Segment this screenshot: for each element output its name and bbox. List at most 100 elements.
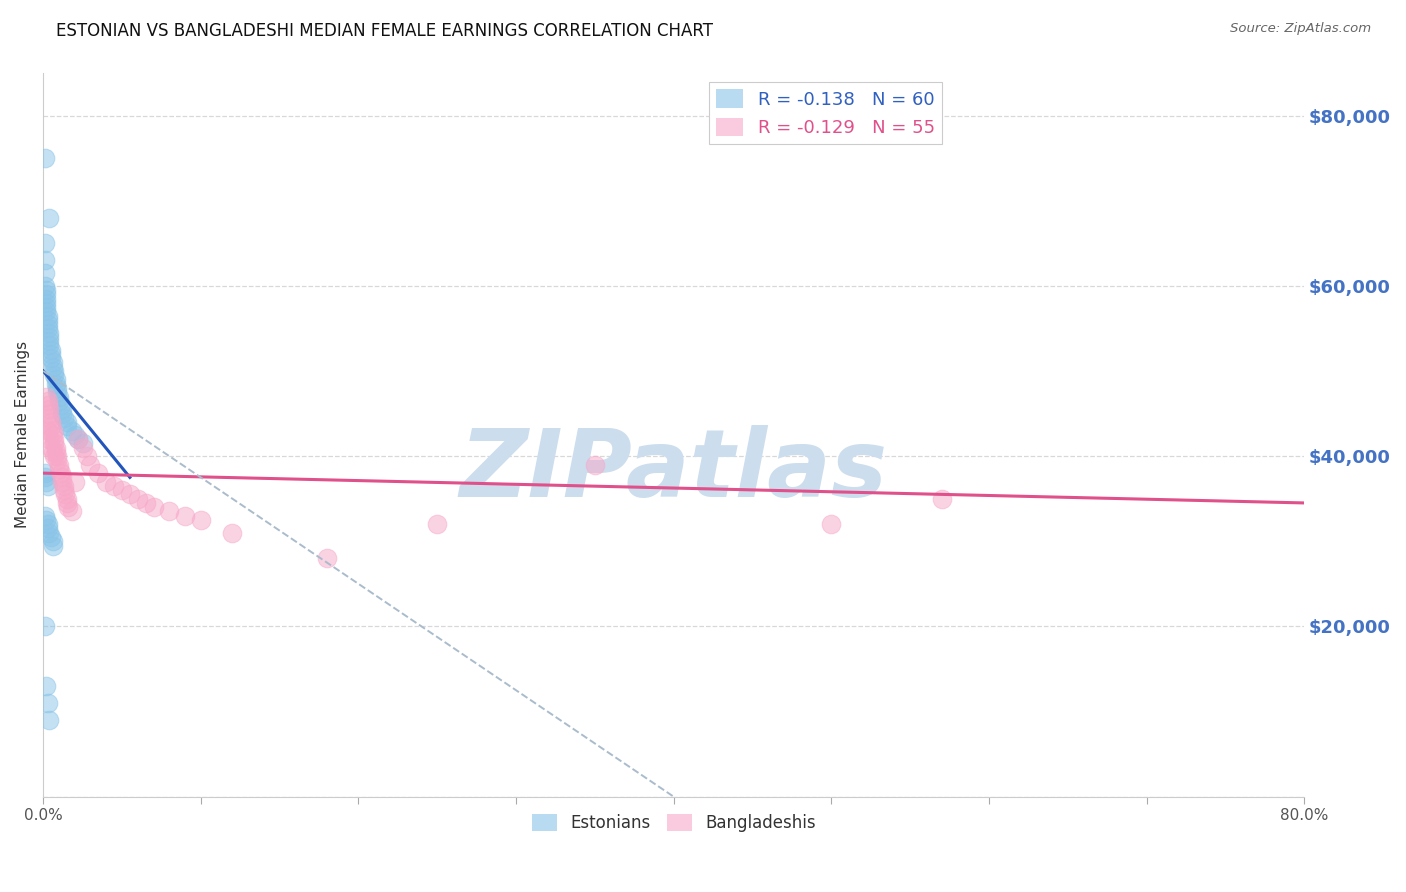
Point <box>103 479 125 493</box>
Point <box>51 475 73 489</box>
Point <box>48 390 70 404</box>
Point <box>37 521 59 535</box>
Point <box>35 513 58 527</box>
Point <box>39 441 62 455</box>
Point <box>38 432 60 446</box>
Point <box>37 321 59 335</box>
Point <box>46 453 69 467</box>
Point <box>48 393 70 408</box>
Point <box>45 372 67 386</box>
Point <box>38 330 60 344</box>
Point <box>38 402 60 417</box>
Point <box>44 449 66 463</box>
Point <box>72 441 94 455</box>
Point <box>39 415 62 429</box>
Point <box>37 517 59 532</box>
Point <box>44 368 66 383</box>
Point <box>66 432 89 446</box>
Point <box>37 317 59 331</box>
Point <box>39 351 62 366</box>
Point <box>38 326 60 340</box>
Y-axis label: Median Female Earnings: Median Female Earnings <box>15 342 30 528</box>
Point <box>51 407 73 421</box>
Point <box>38 338 60 352</box>
Point <box>221 525 243 540</box>
Point <box>35 292 58 306</box>
Point <box>35 390 58 404</box>
Point <box>34 151 56 165</box>
Point <box>39 530 62 544</box>
Point <box>38 211 60 225</box>
Point <box>46 449 69 463</box>
Point <box>46 385 69 400</box>
Point <box>157 504 180 518</box>
Point <box>41 427 63 442</box>
Point <box>51 470 73 484</box>
Point <box>72 436 94 450</box>
Point <box>48 458 70 472</box>
Point <box>39 347 62 361</box>
Point <box>35 283 58 297</box>
Point <box>56 496 79 510</box>
Point <box>34 266 56 280</box>
Point <box>34 466 56 480</box>
Point <box>34 470 56 484</box>
Point <box>96 475 118 489</box>
Point <box>45 445 67 459</box>
Point <box>41 424 63 438</box>
Point <box>583 458 606 472</box>
Point <box>38 407 60 421</box>
Point <box>38 334 60 348</box>
Point <box>426 517 449 532</box>
Point <box>35 475 58 489</box>
Point <box>60 504 83 518</box>
Point <box>35 296 58 310</box>
Point <box>34 253 56 268</box>
Point <box>45 441 67 455</box>
Text: Source: ZipAtlas.com: Source: ZipAtlas.com <box>1230 22 1371 36</box>
Point <box>52 483 75 498</box>
Point <box>37 398 59 412</box>
Point <box>127 491 149 506</box>
Point <box>51 402 73 417</box>
Point <box>63 475 86 489</box>
Point <box>66 432 89 446</box>
Point <box>37 309 59 323</box>
Point <box>52 410 75 425</box>
Point <box>48 462 70 476</box>
Point <box>45 376 67 391</box>
Point <box>820 517 842 532</box>
Point <box>46 381 69 395</box>
Point <box>41 534 63 549</box>
Point <box>38 410 60 425</box>
Point <box>39 419 62 434</box>
Point <box>35 679 58 693</box>
Point <box>41 359 63 374</box>
Text: ESTONIAN VS BANGLADESHI MEDIAN FEMALE EARNINGS CORRELATION CHART: ESTONIAN VS BANGLADESHI MEDIAN FEMALE EA… <box>56 22 713 40</box>
Point <box>37 393 59 408</box>
Point <box>35 287 58 301</box>
Point <box>49 466 72 480</box>
Point <box>76 449 98 463</box>
Point <box>60 424 83 438</box>
Point <box>34 278 56 293</box>
Point <box>38 525 60 540</box>
Point <box>34 508 56 523</box>
Point <box>79 458 101 472</box>
Point <box>58 500 80 515</box>
Point <box>38 713 60 727</box>
Point <box>37 696 59 710</box>
Point <box>190 513 212 527</box>
Point <box>35 300 58 314</box>
Point <box>53 487 76 501</box>
Point <box>316 551 339 566</box>
Point <box>44 432 66 446</box>
Point <box>39 343 62 357</box>
Point <box>135 496 157 510</box>
Point <box>87 466 110 480</box>
Point <box>34 236 56 251</box>
Point <box>37 424 59 438</box>
Legend: R = -0.138   N = 60, R = -0.129   N = 55: R = -0.138 N = 60, R = -0.129 N = 55 <box>709 82 942 145</box>
Point <box>142 500 165 515</box>
Point <box>52 479 75 493</box>
